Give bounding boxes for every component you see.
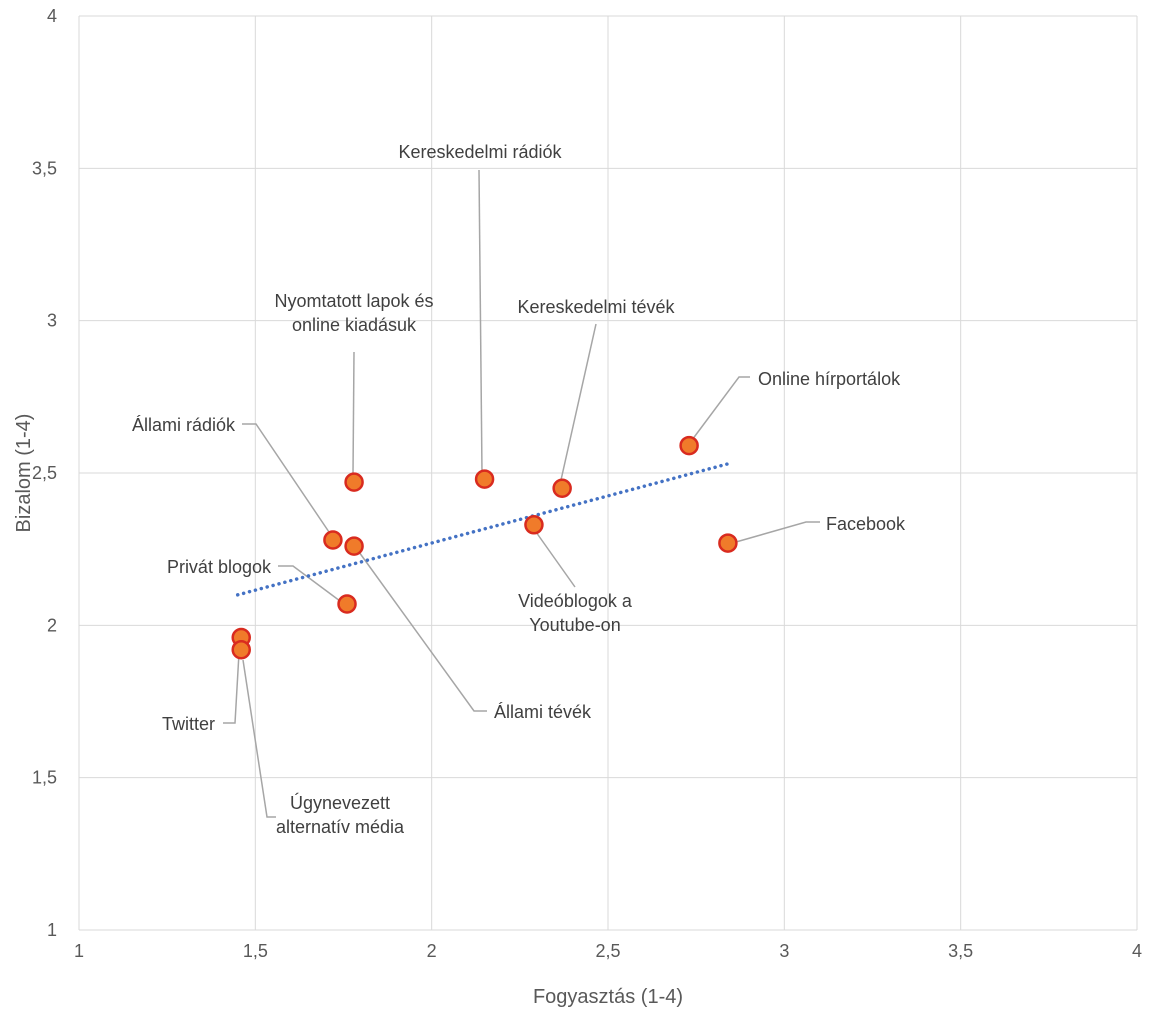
data-point (474, 469, 495, 489)
data-point (231, 639, 251, 660)
x-tick-label: 3 (779, 941, 789, 961)
data-point (344, 472, 364, 492)
data-label: Online hírportálok (758, 369, 901, 389)
leader-line (278, 565, 341, 602)
y-tick-label: 1 (47, 920, 57, 940)
leader-line (242, 659, 276, 818)
data-label: Twitter (162, 714, 215, 734)
leader-line (223, 652, 240, 724)
x-tick-label: 1,5 (243, 941, 268, 961)
y-tick-label: 2,5 (32, 463, 57, 483)
x-tick-label: 4 (1132, 941, 1142, 961)
data-point (344, 536, 364, 556)
leader-line (352, 351, 355, 475)
data-point (524, 515, 544, 535)
data-label: Úgynevezett alternatív média (276, 792, 405, 837)
data-point (718, 533, 738, 553)
data-label: Kereskedelmi rádiók (398, 142, 562, 162)
x-axis-title: Fogyasztás (1-4) (533, 986, 683, 1008)
leader-line (242, 423, 330, 533)
data-label: Nyomtatott lapok és online kiadásuk (274, 291, 433, 335)
data-point (552, 478, 572, 498)
data-label: Kereskedelmi tévék (517, 297, 675, 317)
data-point (679, 435, 699, 456)
data-point (323, 530, 343, 550)
data-label: Állami tévék (494, 702, 592, 722)
trendline (235, 462, 730, 597)
y-axis-title: Bizalom (1-4) (13, 414, 35, 533)
y-tick-label: 3,5 (32, 158, 57, 178)
data-label: Privát blogok (167, 557, 272, 577)
data-label: Videóblogok a Youtube-on (518, 591, 633, 635)
y-tick-label: 3 (47, 311, 57, 331)
data-label: Állami rádiók (132, 415, 236, 435)
leader-line (691, 376, 750, 441)
leader-line (735, 521, 820, 543)
leader-line (560, 323, 597, 481)
x-tick-label: 2,5 (595, 941, 620, 961)
data-point (337, 594, 357, 614)
data-label: Facebook (826, 514, 906, 534)
leader-line (478, 169, 483, 474)
leader-line (358, 551, 487, 712)
y-tick-label: 1,5 (32, 768, 57, 788)
leader-line (535, 531, 576, 588)
y-tick-label: 2 (47, 615, 57, 635)
x-tick-label: 2 (427, 941, 437, 961)
x-tick-label: 3,5 (948, 941, 973, 961)
y-tick-label: 4 (47, 6, 57, 26)
x-tick-label: 1 (74, 941, 84, 961)
